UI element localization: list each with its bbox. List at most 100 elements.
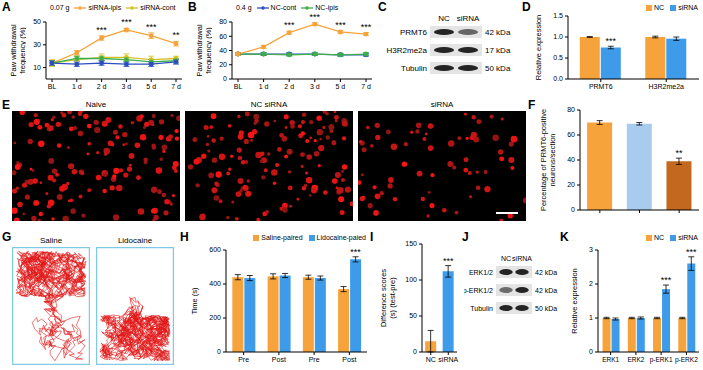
svg-text:2 d: 2 d (97, 83, 107, 90)
svg-text:NC: NC (426, 356, 436, 363)
html-text:NC siRNA: NC siRNA (250, 100, 288, 109)
svg-text:NC: NC (501, 255, 511, 262)
html-text:A: A (2, 0, 11, 14)
svg-text:PRMT6: PRMT6 (400, 28, 428, 37)
svg-text:siRNA: siRNA (457, 14, 480, 23)
svg-text:1.0: 1.0 (553, 33, 563, 40)
svg-text:***: *** (661, 275, 672, 285)
svg-text:0.5: 0.5 (553, 54, 563, 61)
svg-text:400: 400 (209, 280, 221, 287)
svg-text:2: 2 (589, 280, 593, 287)
svg-text:0: 0 (223, 75, 227, 82)
svg-text:PRMT6: PRMT6 (589, 83, 613, 90)
html-text:D: D (522, 0, 531, 14)
svg-text:**: ** (172, 30, 180, 40)
svg-text:0.0: 0.0 (553, 75, 563, 82)
svg-text:Post: Post (342, 356, 356, 363)
svg-text:ERK1: ERK1 (602, 356, 619, 363)
svg-text:Tubulin: Tubulin (401, 64, 427, 73)
svg-text:17 kDa: 17 kDa (485, 46, 511, 55)
svg-text:BL: BL (48, 83, 57, 90)
svg-text:40: 40 (567, 156, 575, 163)
svg-text:ERK2: ERK2 (627, 356, 644, 363)
svg-text:30: 30 (33, 41, 41, 48)
svg-text:0: 0 (571, 206, 575, 213)
svg-text:80: 80 (219, 18, 227, 25)
html-text:Naive: Naive (85, 100, 107, 109)
svg-text:Pre: Pre (238, 356, 249, 363)
html-text:G: G (2, 230, 12, 244)
html-text:B: B (188, 0, 197, 14)
svg-text:**: ** (675, 148, 683, 158)
svg-text:***: *** (121, 17, 132, 27)
svg-text:Difference scores(s) (test-pre: Difference scores(s) (test-pre) (379, 269, 397, 327)
svg-text:siRNA: siRNA (512, 255, 532, 262)
svg-text:BL: BL (234, 83, 243, 90)
html-text:Saline: Saline (39, 236, 63, 245)
svg-text:1.5: 1.5 (553, 12, 563, 19)
svg-text:0: 0 (413, 348, 417, 355)
svg-text:7 d: 7 d (361, 83, 371, 90)
svg-text:3: 3 (589, 246, 593, 253)
svg-text:42 kDa: 42 kDa (535, 269, 557, 276)
svg-text:Percentage of PRMT6-positivene: Percentage of PRMT6-positiveneurons/sect… (539, 109, 557, 211)
svg-text:40: 40 (219, 47, 227, 54)
svg-text:***: *** (606, 36, 617, 46)
svg-text:***: *** (686, 247, 697, 257)
svg-text:***: *** (361, 22, 372, 32)
svg-text:20: 20 (219, 61, 227, 68)
svg-text:NC: NC (438, 14, 450, 23)
svg-text:Relative expression: Relative expression (570, 268, 579, 333)
svg-text:1: 1 (589, 314, 593, 321)
svg-text:1 d: 1 d (72, 83, 82, 90)
svg-text:42 kDa: 42 kDa (485, 28, 511, 37)
svg-text:***: *** (443, 256, 454, 266)
svg-text:3 d: 3 d (122, 83, 132, 90)
html-text:C: C (378, 0, 387, 14)
svg-text:10: 10 (33, 64, 41, 71)
svg-text:***: *** (350, 247, 361, 257)
svg-text:***: *** (284, 20, 295, 30)
svg-text:p-ERK1: p-ERK1 (650, 356, 673, 364)
svg-text:p-ERK2: p-ERK2 (675, 356, 698, 364)
svg-text:0: 0 (217, 348, 221, 355)
html-text:siRNA: siRNA (430, 100, 454, 109)
svg-text:Paw withdrawalfrequency (%): Paw withdrawalfrequency (%) (196, 24, 212, 76)
svg-text:***: *** (96, 25, 107, 35)
svg-text:H3R2me2a: H3R2me2a (387, 46, 428, 55)
svg-text:***: *** (335, 20, 346, 30)
svg-text:1 d: 1 d (259, 83, 269, 90)
svg-text:5 d: 5 d (336, 83, 346, 90)
svg-text:50: 50 (409, 312, 417, 319)
svg-text:50 kDa: 50 kDa (485, 64, 511, 73)
svg-text:siRNA: siRNA (438, 356, 458, 363)
html-text:Lidocaine-paied I: Lidocaine-paied I (316, 230, 374, 244)
svg-text:60: 60 (219, 33, 227, 40)
svg-text:p-ERK1/2: p-ERK1/2 (464, 287, 493, 295)
svg-text:20: 20 (567, 181, 575, 188)
svg-text:***: *** (146, 22, 157, 32)
svg-text:100: 100 (405, 276, 417, 283)
svg-text:2 d: 2 d (284, 83, 294, 90)
svg-text:Relative expression: Relative expression (534, 15, 543, 80)
svg-text:50: 50 (33, 18, 41, 25)
svg-text:5 d: 5 d (146, 83, 156, 90)
svg-text:42 kDa: 42 kDa (535, 287, 557, 294)
svg-text:60: 60 (567, 131, 575, 138)
svg-text:0: 0 (589, 348, 593, 355)
svg-text:7 d: 7 d (171, 83, 181, 90)
svg-text:150: 150 (405, 240, 417, 247)
svg-text:H3R2me2a: H3R2me2a (649, 83, 685, 90)
svg-text:80: 80 (567, 106, 575, 113)
svg-text:3 d: 3 d (310, 83, 320, 90)
svg-text:Tubulin: Tubulin (470, 305, 493, 312)
svg-text:ERK1/2: ERK1/2 (469, 269, 493, 276)
svg-text:Pre: Pre (309, 356, 320, 363)
svg-text:Time (s): Time (s) (190, 287, 199, 315)
svg-text:Post: Post (272, 356, 286, 363)
svg-text:50 kDa: 50 kDa (535, 305, 557, 312)
svg-text:***: *** (310, 12, 321, 22)
svg-text:600: 600 (209, 246, 221, 253)
svg-text:200: 200 (209, 314, 221, 321)
svg-text:Paw withdrawalfrequency (%): Paw withdrawalfrequency (%) (10, 24, 26, 76)
